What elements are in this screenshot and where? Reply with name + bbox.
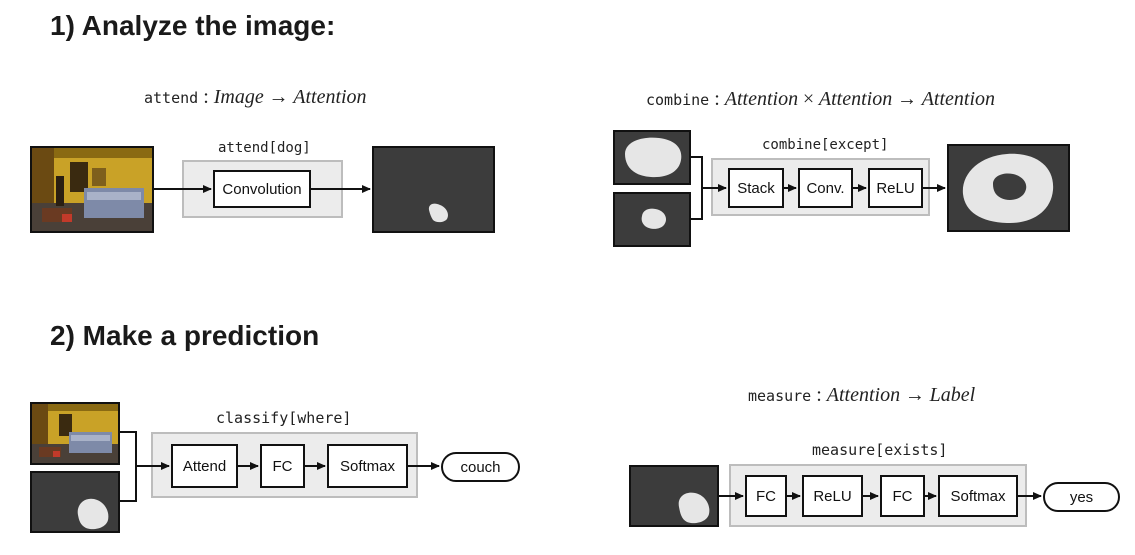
measure-output-label: yes xyxy=(1043,482,1120,512)
classify-input-photo xyxy=(30,402,120,465)
classify-layer-fc: FC xyxy=(260,444,305,488)
attend-sig-name: attend xyxy=(144,89,199,107)
measure-sig-out: Label xyxy=(929,384,976,406)
combine-output-attention xyxy=(947,144,1070,232)
measure-layer-fc-2: FC xyxy=(880,475,925,517)
attend-sig-in: Image xyxy=(213,86,264,108)
combine-sig-name: combine xyxy=(646,91,710,109)
combine-sig-sep: : xyxy=(709,88,725,110)
classify-output-label: couch xyxy=(441,452,520,482)
attention-mask-blob xyxy=(678,492,710,524)
measure-signature: measure : Attention → Label xyxy=(748,384,975,407)
combine-input-attention-a xyxy=(613,130,691,185)
classify-layer-softmax: Softmax xyxy=(327,444,408,488)
measure-sig-arrow: → xyxy=(904,384,925,406)
combine-sig-b: Attention xyxy=(818,88,893,110)
measure-layer-fc-1: FC xyxy=(745,475,787,517)
combine-module-label: combine[except] xyxy=(762,137,889,153)
attend-sig-out: Attention xyxy=(293,86,367,108)
combine-sig-out: Attention xyxy=(921,88,996,110)
measure-sig-name: measure xyxy=(748,387,812,405)
classify-module-label: classify[where] xyxy=(216,409,352,427)
measure-layer-softmax: Softmax xyxy=(938,475,1018,517)
combine-sig-times: × xyxy=(802,88,815,110)
attend-layer-convolution: Convolution xyxy=(213,170,311,208)
attend-signature: attend : Image → Attention xyxy=(144,86,367,109)
measure-layer-relu: ReLU xyxy=(802,475,863,517)
attention-mask-blob xyxy=(625,137,682,178)
attend-sig-sep: : xyxy=(198,86,214,108)
attend-input-photo xyxy=(30,146,154,233)
combine-sig-arrow: → xyxy=(896,88,917,110)
section-heading-predict: 2) Make a prediction xyxy=(50,320,320,351)
room-photo-illustration xyxy=(32,148,152,231)
section-heading-analyze: 1) Analyze the image: xyxy=(50,10,336,41)
attention-mask-ring xyxy=(962,153,1054,224)
attention-mask-blob xyxy=(77,498,109,530)
combine-signature: combine : Attention × Attention → Attent… xyxy=(646,88,995,111)
classify-input-attention xyxy=(30,471,120,533)
combine-sig-a: Attention xyxy=(724,88,799,110)
measure-module-label: measure[exists] xyxy=(812,441,948,459)
attention-mask-blob xyxy=(641,208,667,229)
attend-module-label: attend[dog] xyxy=(218,140,311,156)
combine-input-attention-b xyxy=(613,192,691,247)
classify-layer-attend: Attend xyxy=(171,444,238,488)
attend-sig-arrow: → xyxy=(268,86,289,108)
combine-layer-stack: Stack xyxy=(728,168,784,208)
combine-layer-relu: ReLU xyxy=(868,168,923,208)
measure-sig-sep: : xyxy=(811,384,827,406)
attend-output-attention xyxy=(372,146,495,233)
room-photo-illustration xyxy=(32,404,118,463)
measure-sig-in: Attention xyxy=(826,384,901,406)
combine-layer-conv: Conv. xyxy=(798,168,853,208)
attention-mask-blob xyxy=(428,203,449,223)
measure-input-attention xyxy=(629,465,719,527)
